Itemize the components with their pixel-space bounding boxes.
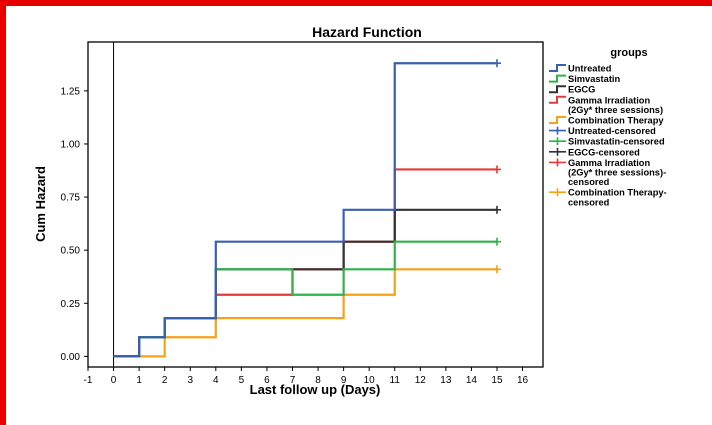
x-tick-label: 6 [264, 375, 270, 386]
legend-label: Combination Therapy- [568, 188, 667, 198]
y-tick-label: 0.00 [61, 352, 81, 363]
x-tick-label: 16 [517, 375, 529, 386]
x-tick-label: 10 [364, 375, 376, 386]
legend-cross-swatch [549, 137, 566, 146]
y-tick-label: 0.25 [61, 299, 81, 310]
legend-label: censored [568, 197, 610, 207]
legend-step-symbol [549, 74, 566, 83]
legend-step-symbol [549, 64, 566, 72]
censor-marker [492, 205, 501, 214]
legend-step-symbol [549, 85, 566, 94]
x-tick-label: 13 [440, 375, 452, 386]
x-tick-label: 12 [415, 375, 427, 386]
legend-cross-swatch [549, 126, 566, 135]
x-tick-label: 7 [290, 375, 296, 386]
x-tick-label: 0 [111, 375, 117, 386]
y-tick-label: 1.25 [61, 86, 81, 97]
legend-step-symbol [549, 116, 566, 124]
chart-title: Hazard Function [312, 24, 422, 40]
censor-marker [492, 165, 501, 174]
y-axis-label: Cum Hazard [33, 166, 48, 242]
legend-line-swatch [549, 85, 566, 94]
x-tick-label: 1 [136, 375, 142, 386]
y-tick-label: 0.50 [61, 246, 81, 257]
legend-line-swatch [549, 64, 566, 72]
legend-label: Simvastatin-censored [568, 137, 665, 147]
legend-label: EGCG [568, 85, 595, 95]
x-axis-ticks: -1 0 1 2 3 4 5 6 7 8 9 10 11 12 13 14 15 16 [84, 367, 529, 386]
y-tick-label: 1.00 [61, 139, 81, 150]
x-tick-label: 3 [187, 375, 193, 386]
x-tick-label: 9 [341, 375, 347, 386]
page-border-top [0, 0, 712, 6]
x-tick-label: 5 [239, 375, 245, 386]
legend-label: (2Gy* three sessions) [568, 105, 663, 115]
legend-label: censored [568, 177, 610, 187]
censor-markers [492, 59, 501, 274]
plot-frame [87, 41, 544, 368]
legend-label: Untreated [568, 64, 612, 74]
x-tick-label: -1 [84, 375, 93, 386]
legend-label: Gamma Irradiation [568, 95, 650, 105]
series-lines [113, 62, 497, 358]
x-tick-label: 2 [162, 375, 168, 386]
legend-line-swatch [549, 95, 566, 104]
censor-marker [492, 265, 501, 274]
legend-label: Gamma Irradiation [568, 158, 650, 168]
legend-line-swatch [549, 74, 566, 83]
x-tick-label: 11 [390, 375, 401, 386]
legend-label: Untreated-censored [568, 126, 656, 136]
page-border-left [0, 0, 6, 425]
censor-marker [492, 59, 501, 68]
legend-step-symbol [549, 95, 566, 104]
censor-marker [492, 237, 501, 246]
legend-line-swatch [549, 116, 566, 124]
y-axis-ticks: 0.00 0.25 0.50 0.75 1.00 1.25 [61, 86, 88, 363]
legend-label: Simvastatin [568, 74, 621, 84]
legend-cross-swatch [549, 188, 566, 197]
series-line-untreated [113, 62, 497, 358]
x-tick-label: 4 [213, 375, 219, 386]
x-tick-label: 15 [491, 375, 503, 386]
series-line-combination-therapy [113, 268, 497, 358]
x-tick-label: 8 [315, 375, 321, 386]
x-axis-label: Last follow up (Days) [250, 382, 381, 397]
legend-label: Combination Therapy [568, 116, 664, 126]
legend-title: groups [610, 47, 647, 59]
legend-label: (2Gy* three sessions)- [568, 168, 666, 178]
y-tick-label: 0.75 [61, 193, 81, 204]
legend-label: EGCG-censored [568, 147, 640, 157]
x-tick-label: 14 [466, 375, 478, 386]
legend-cross-swatch [549, 147, 566, 156]
legend-cross-swatch [549, 158, 566, 167]
